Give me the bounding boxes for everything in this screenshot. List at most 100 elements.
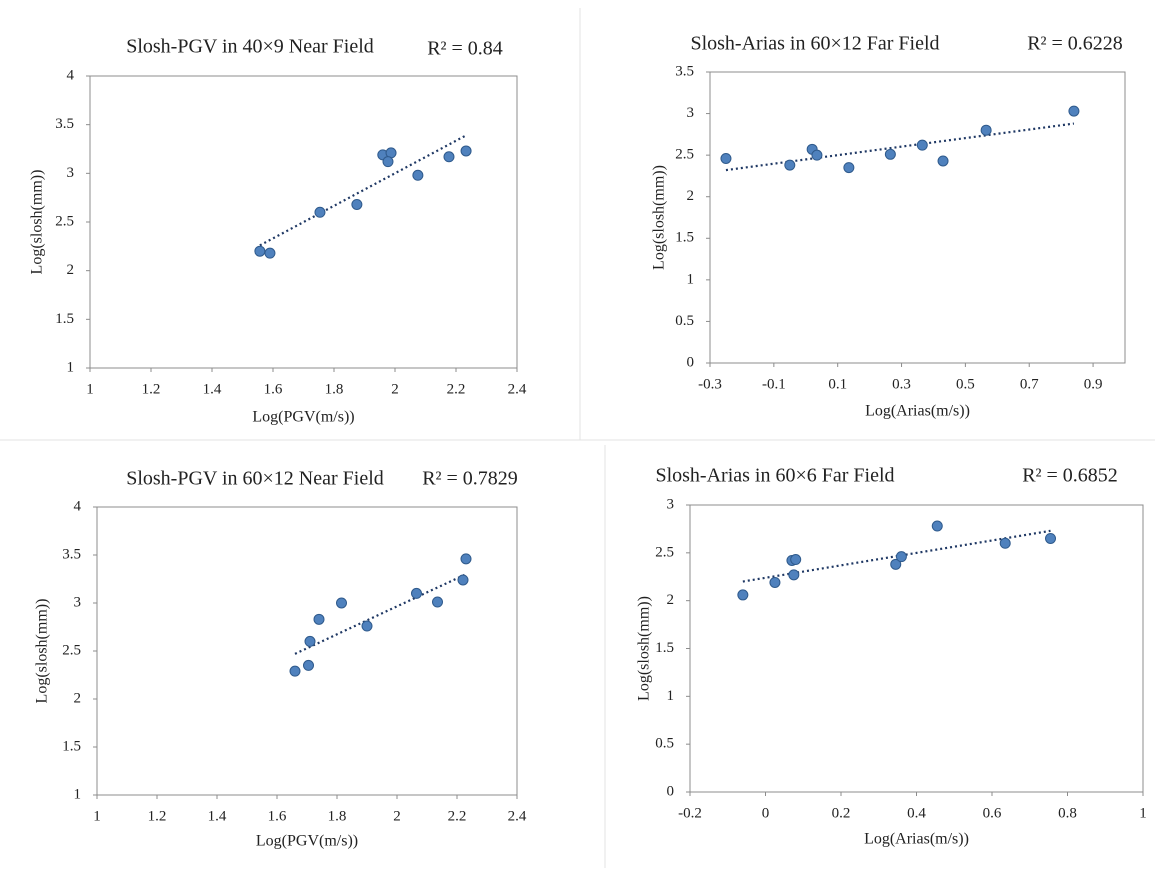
y-tick-label: 3 <box>667 496 675 512</box>
y-tick-label: 2.5 <box>655 544 674 560</box>
data-point <box>999 537 1011 549</box>
data-point <box>351 198 363 210</box>
trendline <box>259 134 467 247</box>
y-tick-label: 1.5 <box>62 738 81 754</box>
data-point <box>460 553 472 565</box>
x-tick-label: 1 <box>93 808 101 824</box>
data-point <box>254 245 266 257</box>
data-point <box>264 247 276 259</box>
data-point <box>1045 532 1057 544</box>
data-point <box>313 613 325 625</box>
x-tick-label: 0.6 <box>983 805 1002 821</box>
plot-area <box>96 506 518 796</box>
data-point <box>769 576 781 588</box>
chart-title: Slosh-PGV in 40×9 Near Field <box>126 36 374 58</box>
y-tick-label: 3.5 <box>62 546 81 562</box>
data-point <box>411 587 422 599</box>
x-tick-label: -0.2 <box>678 805 702 821</box>
y-tick-label: 2 <box>667 592 675 608</box>
data-point <box>843 162 855 174</box>
data-point <box>811 149 823 161</box>
data-point <box>460 145 472 157</box>
chart-title: Slosh-Arias in 60×6 Far Field <box>655 465 894 487</box>
data-point <box>788 569 800 581</box>
data-point <box>336 597 347 609</box>
r-squared: R² = 0.6852 <box>1022 465 1118 487</box>
r-squared: R² = 0.84 <box>427 38 503 60</box>
y-axis-title: Log(slosh(mm)) <box>651 165 668 270</box>
x-tick-label: 0 <box>762 805 770 821</box>
data-point <box>443 151 455 163</box>
plot-area <box>89 75 518 369</box>
plot-area <box>689 504 1144 793</box>
y-tick-label: 0.5 <box>655 736 674 752</box>
data-point <box>382 156 394 168</box>
y-tick-label: 1.5 <box>675 230 694 246</box>
data-point <box>784 159 796 171</box>
x-tick-label: 1 <box>1139 805 1147 821</box>
x-tick-label: 0.5 <box>956 376 975 392</box>
data-point <box>457 574 469 586</box>
x-tick-label: 0.1 <box>828 376 847 392</box>
chart-title: Slosh-Arias in 60×12 Far Field <box>690 33 939 55</box>
y-tick-label: 1.5 <box>655 640 674 656</box>
y-tick-label: 3 <box>74 594 82 610</box>
y-tick-label: 1 <box>687 271 695 287</box>
x-axis-title: Log(Arias(m/s)) <box>864 831 969 848</box>
plot-area <box>709 71 1126 364</box>
x-tick-label: 1.8 <box>328 808 347 824</box>
x-axis-title: Log(Arias(m/s)) <box>865 403 970 420</box>
r-squared: R² = 0.7829 <box>422 468 518 490</box>
y-tick-label: 3.5 <box>675 63 694 79</box>
chart-title: Slosh-PGV in 60×12 Near Field <box>126 468 384 490</box>
y-tick-label: 2 <box>74 690 82 706</box>
x-tick-label: 0.9 <box>1084 376 1103 392</box>
x-tick-label: 1.2 <box>148 808 167 824</box>
y-tick-label: 3.5 <box>55 116 74 132</box>
data-point <box>432 596 443 608</box>
y-tick-label: 3 <box>67 165 75 181</box>
y-tick-label: 1 <box>74 786 82 802</box>
x-tick-label: 1.6 <box>268 808 287 824</box>
data-point <box>937 155 949 167</box>
y-tick-label: 4 <box>74 498 82 514</box>
x-axis-title: Log(PGV(m/s)) <box>252 409 354 426</box>
data-point <box>890 558 902 570</box>
x-tick-label: 0.2 <box>832 805 851 821</box>
x-tick-label: -0.1 <box>762 376 786 392</box>
trendline <box>294 573 467 655</box>
y-axis-title: Log(slosh(mm)) <box>29 170 46 275</box>
x-tick-label: 1 <box>86 381 94 397</box>
r-squared: R² = 0.6228 <box>1027 33 1123 55</box>
data-point <box>412 169 424 181</box>
data-point <box>916 139 928 151</box>
trendline <box>725 122 1075 172</box>
data-point <box>790 554 802 566</box>
data-point <box>737 589 749 601</box>
x-tick-label: 2 <box>391 381 399 397</box>
x-tick-label: 2.2 <box>448 808 467 824</box>
x-tick-label: 1.4 <box>208 808 227 824</box>
data-point <box>720 152 732 164</box>
x-tick-label: 2.2 <box>447 381 466 397</box>
x-tick-label: 1.4 <box>203 381 222 397</box>
x-tick-label: 1.2 <box>142 381 161 397</box>
x-tick-label: 1.6 <box>264 381 283 397</box>
data-point <box>884 148 896 160</box>
x-tick-label: 0.7 <box>1020 376 1039 392</box>
data-point <box>304 635 316 647</box>
y-tick-label: 0 <box>687 354 695 370</box>
x-tick-label: 1.8 <box>325 381 344 397</box>
x-tick-label: 2.4 <box>508 808 527 824</box>
data-point <box>931 520 943 532</box>
data-point <box>361 620 373 632</box>
y-axis-title: Log(slosh(mm)) <box>34 599 51 704</box>
x-axis-title: Log(PGV(m/s)) <box>256 833 358 850</box>
y-tick-label: 0.5 <box>675 313 694 329</box>
x-tick-label: -0.3 <box>698 376 722 392</box>
y-tick-label: 0 <box>667 783 675 799</box>
y-tick-label: 2.5 <box>62 642 81 658</box>
y-axis-title: Log(slosh(mm)) <box>636 596 653 701</box>
